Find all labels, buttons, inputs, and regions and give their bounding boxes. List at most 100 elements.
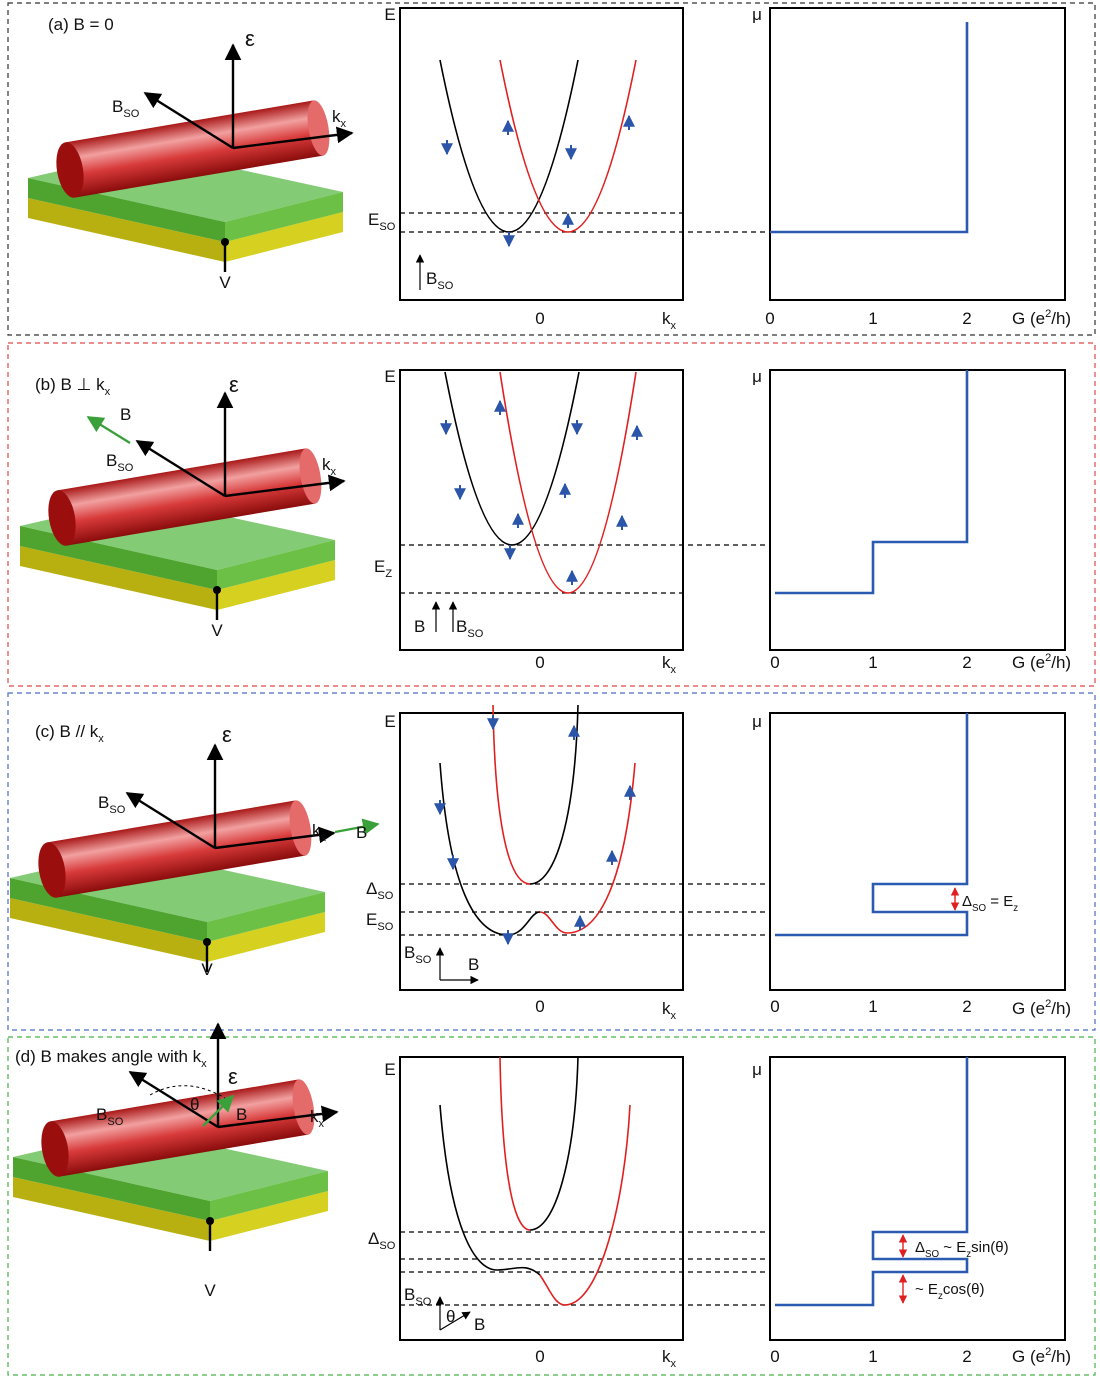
curve	[440, 1105, 540, 1275]
text-segment: B	[404, 1285, 415, 1304]
text-segment: G (e	[1012, 1347, 1045, 1366]
label: 0	[770, 653, 779, 672]
conductance-plot-frame	[770, 713, 1065, 990]
text-segment: sin(θ)	[971, 1239, 1009, 1256]
conductance-curve	[775, 713, 967, 935]
label: μ	[752, 367, 762, 386]
text-segment: E	[368, 210, 379, 229]
curve	[493, 705, 530, 884]
text-segment: Δ	[366, 879, 377, 898]
conductance-plot-frame	[770, 370, 1065, 650]
device	[28, 45, 352, 272]
curve	[500, 1057, 530, 1230]
text-segment: B	[456, 617, 467, 636]
text-segment: x	[105, 386, 111, 398]
text-segment: ~ E	[915, 1281, 938, 1298]
label: 0	[535, 653, 544, 672]
gate-contact	[206, 1217, 214, 1225]
label: kx	[332, 107, 347, 130]
label: kx	[662, 999, 677, 1022]
text-segment: Δ	[915, 1239, 925, 1256]
label: (b) B ⊥ kx	[35, 375, 111, 398]
text-segment: SO	[117, 462, 133, 474]
label: 0	[765, 309, 774, 328]
label: 2	[962, 1347, 971, 1366]
conductance-curve	[775, 370, 967, 593]
text-segment: x	[671, 664, 677, 676]
label: B	[236, 1105, 247, 1124]
label: E	[384, 367, 395, 386]
label: ε	[245, 26, 255, 51]
label: E	[384, 1060, 395, 1079]
curve	[540, 763, 635, 933]
text-segment: /h)	[1051, 653, 1071, 672]
label: 1	[868, 309, 877, 328]
label: ~ Ezcos(θ)	[915, 1281, 985, 1302]
text-segment: G (e	[1012, 653, 1045, 672]
label: BSO	[456, 617, 484, 640]
label: B	[356, 823, 367, 842]
curve	[440, 60, 578, 232]
label: 2	[962, 653, 971, 672]
label: V	[211, 621, 223, 640]
text-segment: E	[374, 557, 385, 576]
text-segment: SO	[377, 921, 393, 933]
band-plot-frame	[400, 8, 683, 300]
label: 0	[535, 997, 544, 1016]
text-segment: SO	[972, 903, 987, 914]
curve	[500, 372, 636, 593]
gate-contact	[221, 238, 229, 246]
label: V	[201, 960, 213, 979]
text-segment: x	[201, 1058, 207, 1070]
text-segment: SO	[925, 1249, 940, 1260]
label: ε	[222, 722, 232, 747]
curve	[540, 1105, 630, 1305]
label: 1	[868, 653, 877, 672]
gate-contact	[213, 586, 221, 594]
label: 1	[868, 1347, 877, 1366]
text-segment: x	[98, 733, 104, 745]
label: 0	[770, 1347, 779, 1366]
text-segment: SO	[379, 1240, 395, 1252]
text-segment: G (e	[1012, 999, 1045, 1018]
label: BSO	[404, 1285, 432, 1308]
label: kx	[662, 309, 677, 332]
text-segment: x	[341, 118, 347, 130]
label: ε	[229, 372, 239, 397]
label: G (e2/h)	[1012, 652, 1071, 672]
label: kx	[662, 1347, 677, 1370]
conductance-curve	[770, 22, 967, 232]
label: G (e2/h)	[1012, 1346, 1071, 1366]
label: μ	[752, 712, 762, 731]
text-segment: x	[331, 466, 337, 478]
device	[20, 393, 344, 620]
label: BSO	[404, 943, 432, 966]
text-segment: SO	[109, 804, 125, 816]
label: E	[384, 712, 395, 731]
conductance-curve	[775, 1057, 967, 1305]
device	[10, 745, 334, 972]
text-segment: (c) B // k	[35, 722, 99, 741]
label: G (e2/h)	[1012, 308, 1071, 328]
text-segment: ~ E	[939, 1239, 966, 1256]
text-segment: SO	[377, 890, 393, 902]
text-segment: G (e	[1012, 309, 1045, 328]
text-segment: B	[106, 451, 117, 470]
label: ESO	[366, 910, 394, 933]
label: 0	[535, 1347, 544, 1366]
gate-contact	[203, 938, 211, 946]
label: θ	[190, 1095, 199, 1114]
text-segment: SO	[415, 954, 431, 966]
label: BSO	[112, 97, 140, 120]
label: V	[204, 1281, 216, 1300]
label: ΔSO	[368, 1229, 396, 1252]
label: ΔSO	[366, 879, 394, 902]
label: θ	[446, 1307, 455, 1326]
text-segment: Δ	[962, 893, 972, 910]
label: BSO	[98, 793, 126, 816]
text-segment: /h)	[1051, 999, 1071, 1018]
curve	[445, 372, 579, 545]
label: ESO	[368, 210, 396, 233]
label: 0	[770, 997, 779, 1016]
text-segment: B	[112, 97, 123, 116]
